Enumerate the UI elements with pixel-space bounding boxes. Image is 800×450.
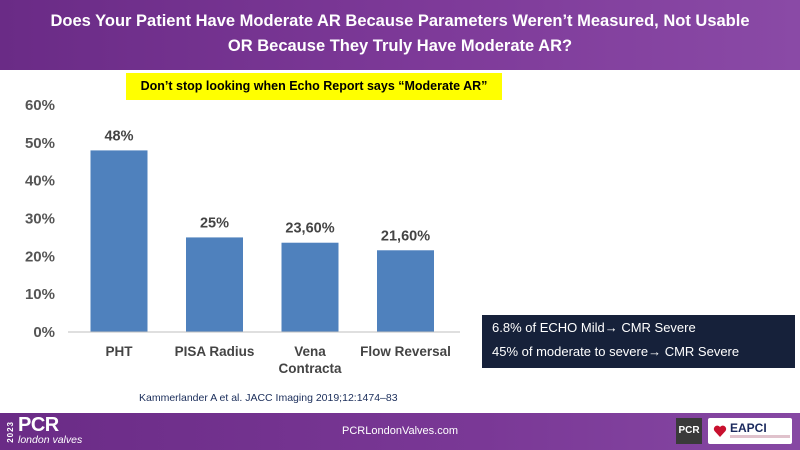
data-label: 21,60% (381, 228, 430, 244)
slide-title-line2: OR Because They Truly Have Moderate AR? (227, 37, 573, 55)
data-label: 23,60% (285, 221, 334, 237)
bar-chart: 0% 10% 20% 30% 40% 50% 60% 48% PHT 25% PISA Radius… (25, 97, 460, 376)
info-line-1: 6.8% of ECHO Mild→ CMR Severe (492, 320, 696, 335)
pcr-logo-subtitle: london valves (18, 434, 83, 446)
x-tick-label: Flow Reversal (360, 344, 451, 359)
pcr-logo: PCR (18, 414, 59, 436)
callout-banner: Don’t stop looking when Echo Report says… (126, 73, 502, 100)
bar (377, 250, 434, 332)
y-tick-label: 30% (25, 211, 55, 228)
bar (90, 150, 148, 332)
data-label: 25% (200, 215, 229, 231)
bar (281, 242, 339, 332)
y-tick-label: 60% (25, 97, 55, 114)
info-line-2: 45% of moderate to severe→ CMR Severe (492, 344, 740, 359)
eapci-label: EAPCI (730, 421, 767, 435)
x-tick-label: PHT (106, 344, 134, 359)
pcr-badge-logo: PCR (676, 418, 702, 444)
slide-title: Does Your Patient Have Moderate AR Becau… (0, 9, 800, 59)
eapci-tagline-mark (730, 435, 790, 438)
x-tick-label: Vena Contracta (278, 344, 342, 376)
bar (186, 237, 243, 332)
footer-bar: 2023 PCR london valves PCRLondonValves.c… (0, 413, 800, 450)
info-box: 6.8% of ECHO Mild→ CMR Severe 45% of mod… (482, 315, 795, 368)
reference-citation: Kammerlander A et al. JACC Imaging 2019;… (139, 392, 398, 404)
header-banner: Does Your Patient Have Moderate AR Becau… (0, 0, 800, 70)
y-tick-label: 40% (25, 173, 55, 190)
y-tick-label: 50% (25, 135, 55, 152)
data-label: 48% (104, 128, 133, 144)
slide-title-line1: Does Your Patient Have Moderate AR Becau… (50, 12, 750, 30)
y-tick-label: 0% (33, 324, 55, 341)
y-tick-label: 10% (25, 286, 55, 303)
y-tick-label: 20% (25, 248, 55, 265)
x-tick-label: PISA Radius (175, 344, 255, 359)
footer-url[interactable]: PCRLondonValves.com (342, 425, 458, 437)
heart-icon (713, 425, 727, 437)
eapci-logo: EAPCI (708, 418, 792, 444)
